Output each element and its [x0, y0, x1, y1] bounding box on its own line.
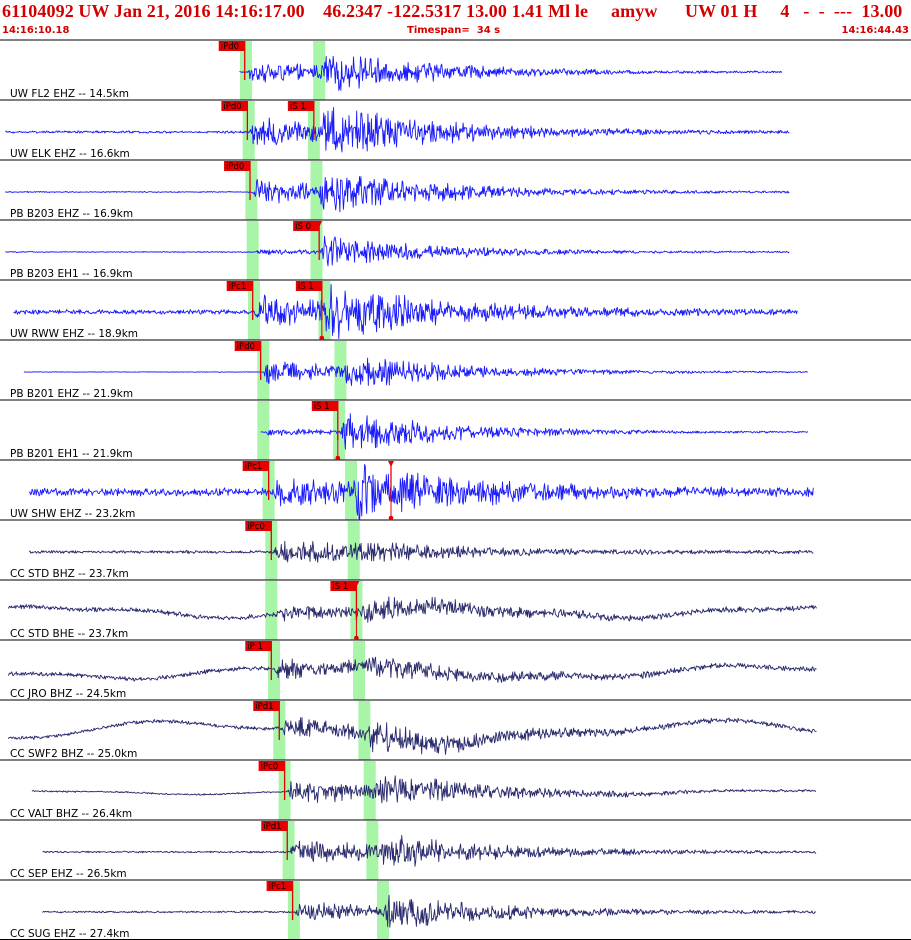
pick-flag: [245, 641, 272, 651]
pick-flag-label: iS 1: [332, 582, 348, 592]
pick-flag-label: iPc0: [261, 762, 279, 772]
pick-flag-label: iPd0: [221, 42, 239, 52]
station-label: PB B203 EH1 -- 16.9km: [10, 268, 133, 280]
station-labels: UW FL2 EHZ -- 14.5km UW ELK EHZ -- 16.6km…: [10, 88, 138, 940]
pick-triangle-marker: [387, 461, 394, 467]
pick-flag-label: iPc1: [269, 882, 287, 892]
pick-flag-label: iS 1: [290, 102, 306, 112]
pick-flag: [242, 461, 269, 471]
pick-flag: [266, 881, 293, 891]
waveform-trace: [42, 894, 817, 928]
station-label: UW FL2 EHZ -- 14.5km: [10, 88, 129, 100]
station-label: PB B201 EH1 -- 21.9km: [10, 448, 133, 460]
waveform-trace: [7, 717, 817, 755]
station-label: CC SUG EHZ -- 27.4km: [10, 928, 130, 940]
station-label: UW ELK EHZ -- 16.6km: [10, 148, 130, 160]
event-summary-line: 61104092 UW Jan 21, 2016 14:16:17.00 46.…: [2, 1, 911, 21]
pick-band-s: [377, 881, 390, 940]
pick-band-p: [265, 581, 278, 640]
waveform-trace: [28, 464, 814, 520]
pick-band-p: [248, 281, 261, 340]
pick-dot-marker: [388, 515, 394, 521]
pick-flag-label: iPd0: [226, 162, 244, 172]
waveform-trace: [7, 596, 817, 623]
waveforms: [4, 55, 817, 928]
waveform-trace: [5, 176, 790, 213]
pick-dot-marker: [319, 335, 325, 341]
station-label: PB B201 EHZ -- 21.9km: [10, 388, 133, 400]
pick-flag-label: iPd1: [263, 822, 281, 832]
pick-band-s: [353, 641, 366, 700]
station-label: UW SHW EHZ -- 23.2km: [10, 508, 135, 520]
waveform-trace: [13, 284, 798, 340]
pick-flag-label: iPd0: [237, 342, 255, 352]
pick-band-p: [242, 101, 255, 160]
waveform-trace: [239, 55, 783, 91]
pick-flag-label: iPc0: [247, 522, 265, 532]
pick-flag: [330, 581, 357, 591]
pick-band-s: [334, 341, 347, 400]
station-label: CC SEP EHZ -- 26.5km: [10, 868, 127, 880]
pick-flag-label: iP 1: [247, 642, 263, 652]
pick-flag-label: iPc1: [245, 462, 263, 472]
start-time-label: 14:16:10.18: [2, 25, 70, 36]
pick-flag: [224, 161, 251, 171]
pick-band-s: [358, 701, 371, 760]
pick-band-s: [313, 41, 326, 100]
pick-band-p: [282, 821, 295, 880]
pick-flag-label: iS 0: [295, 222, 311, 232]
pick-flag-label: iPd1: [255, 702, 273, 712]
pick-flag: [245, 521, 272, 531]
timespan-label: Timespan= 34 s: [407, 25, 501, 36]
pick-band-p: [257, 401, 270, 460]
pick-flag-label: iS 1: [314, 402, 330, 412]
pick-band-p: [245, 161, 258, 220]
pick-band-p: [246, 221, 259, 280]
pick-triangle-marker: [353, 581, 360, 587]
station-label: PB B203 EHZ -- 16.9km: [10, 208, 133, 220]
pick-flag: [218, 41, 245, 51]
pick-flag: [226, 281, 253, 291]
pick-flag: [287, 101, 314, 111]
station-label: CC SWF2 BHZ -- 25.0km: [10, 748, 137, 760]
waveform-trace: [260, 413, 809, 450]
pick-band-p: [240, 41, 253, 100]
pick-markers: iPd0 iPd0 iS 1 iPd0 iS 0 iPc1 iS 1 iPd0 iS 1 iPc1…: [218, 41, 394, 920]
pick-band-s: [366, 821, 379, 880]
event-header: 61104092 UW Jan 21, 2016 14:16:17.00 46.…: [0, 0, 911, 40]
waveform-trace: [23, 357, 809, 387]
station-label: CC VALT BHZ -- 26.4km: [10, 808, 132, 820]
station-label: CC STD BHZ -- 23.7km: [10, 568, 129, 580]
pick-flag: [253, 701, 280, 711]
station-label: UW RWW EHZ -- 18.9km: [10, 328, 138, 340]
pick-flag: [293, 221, 320, 231]
waveform-trace: [42, 834, 817, 867]
pick-flag-label: iS 1: [298, 282, 314, 292]
station-label: CC STD BHE -- 23.7km: [10, 628, 128, 640]
end-time-label: 14:16:44.43: [841, 25, 909, 36]
pick-band-s: [347, 521, 360, 580]
station-label: CC JRO BHZ -- 24.5km: [10, 688, 126, 700]
pick-flag-label: iPd0: [223, 102, 241, 112]
pick-band-s: [333, 401, 346, 460]
pick-flag-label: iPc1: [229, 282, 247, 292]
pick-flag: [221, 101, 248, 111]
waveform-trace: [28, 540, 814, 563]
pick-flag: [311, 401, 338, 411]
waveform-trace: [7, 656, 817, 683]
pick-flag: [295, 281, 322, 291]
pick-triangle-marker: [316, 221, 323, 227]
waveform-trace: [31, 775, 817, 804]
pick-band-p: [287, 881, 300, 940]
pick-dot-marker: [354, 635, 359, 641]
pick-dot-marker: [335, 455, 341, 461]
waveform-trace: [4, 106, 790, 153]
waveform-trace: [5, 235, 790, 267]
pick-flag: [261, 821, 288, 831]
pick-flag: [234, 341, 261, 351]
pick-flag: [258, 761, 285, 771]
